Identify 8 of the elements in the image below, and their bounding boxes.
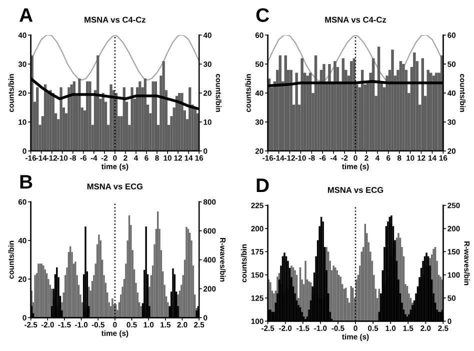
text: D [256,178,269,192]
text: B [20,175,32,189]
chart-title: MSNA vs C4-Cz [325,16,386,23]
text: A [20,8,33,22]
chart-title: MSNA vs C4-Cz [84,16,146,23]
chart-title: MSNA vs ECG [87,184,143,190]
text: C [256,8,270,22]
chart-title: MSNA vs ECG [328,187,384,193]
